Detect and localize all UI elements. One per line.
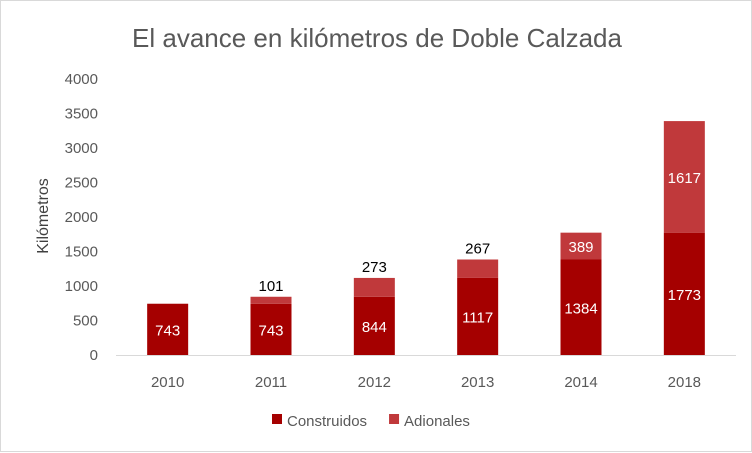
y-tick-label: 1500 (65, 244, 98, 261)
legend: Construidos Adionales (272, 413, 470, 430)
y-tick-label: 1000 (65, 278, 98, 295)
x-tick-label: 2013 (461, 374, 494, 391)
legend-swatch (389, 414, 400, 424)
bar-adionales-2018 (663, 121, 705, 233)
bar-construidos-2018 (663, 232, 705, 355)
data-label-adionales-2014: 389 (568, 239, 593, 256)
legend-item-adionales: Adionales (389, 413, 470, 430)
y-tick-label: 2000 (65, 209, 98, 226)
y-tick-label: 0 (90, 347, 98, 364)
data-label-construidos-2018: 1773 (668, 287, 701, 304)
legend-swatch (272, 414, 282, 424)
y-tick-label: 3500 (65, 106, 98, 123)
legend-item-construidos: Construidos (272, 413, 367, 430)
y-tick-label: 500 (73, 313, 98, 330)
data-label-construidos-2013: 1117 (462, 309, 493, 326)
legend-label: Adionales (404, 413, 470, 430)
data-label-construidos-2012: 844 (362, 319, 387, 336)
data-label-adionales-2011: 101 (258, 278, 283, 295)
data-label-construidos-2014: 1384 (564, 300, 597, 317)
data-label-adionales-2012: 273 (362, 259, 387, 276)
bar-adionales-2011 (250, 296, 292, 304)
x-tick-label: 2018 (668, 374, 701, 391)
bar-construidos-2010 (147, 303, 189, 355)
legend-label: Construidos (287, 413, 367, 430)
x-tick-label: 2014 (564, 374, 597, 391)
bars: 743 743 101 844 273 1117 267 1384 389 1773 1617 (147, 121, 705, 355)
x-tick-label: 2012 (358, 374, 391, 391)
bar-adionales-2013 (457, 259, 499, 278)
x-tick-label: 2011 (255, 374, 287, 391)
x-tick-label: 2010 (151, 374, 184, 391)
bar-construidos-2012 (353, 296, 395, 355)
x-axis: 2010 2011 2012 2013 2014 2018 (151, 374, 701, 391)
y-axis-label: Kilómetros (35, 178, 52, 254)
data-label-adionales-2018: 1617 (668, 170, 701, 187)
bar-construidos-2014 (560, 259, 602, 355)
data-label-adionales-2013: 267 (465, 241, 490, 258)
bar-construidos-2011 (250, 303, 292, 355)
y-axis: 0 500 1000 1500 2000 2500 3000 3500 4000 (65, 71, 98, 364)
data-label-construidos-2010: 743 (155, 322, 180, 339)
chart-title: El avance en kilómetros de Doble Calzada (132, 23, 622, 53)
y-tick-label: 2500 (65, 175, 98, 192)
y-tick-label: 4000 (65, 71, 98, 88)
data-label-construidos-2011: 743 (258, 322, 283, 339)
bar-adionales-2014 (560, 232, 602, 260)
bar-construidos-2013 (457, 277, 499, 355)
bar-adionales-2012 (353, 277, 395, 297)
y-tick-label: 3000 (65, 140, 98, 157)
